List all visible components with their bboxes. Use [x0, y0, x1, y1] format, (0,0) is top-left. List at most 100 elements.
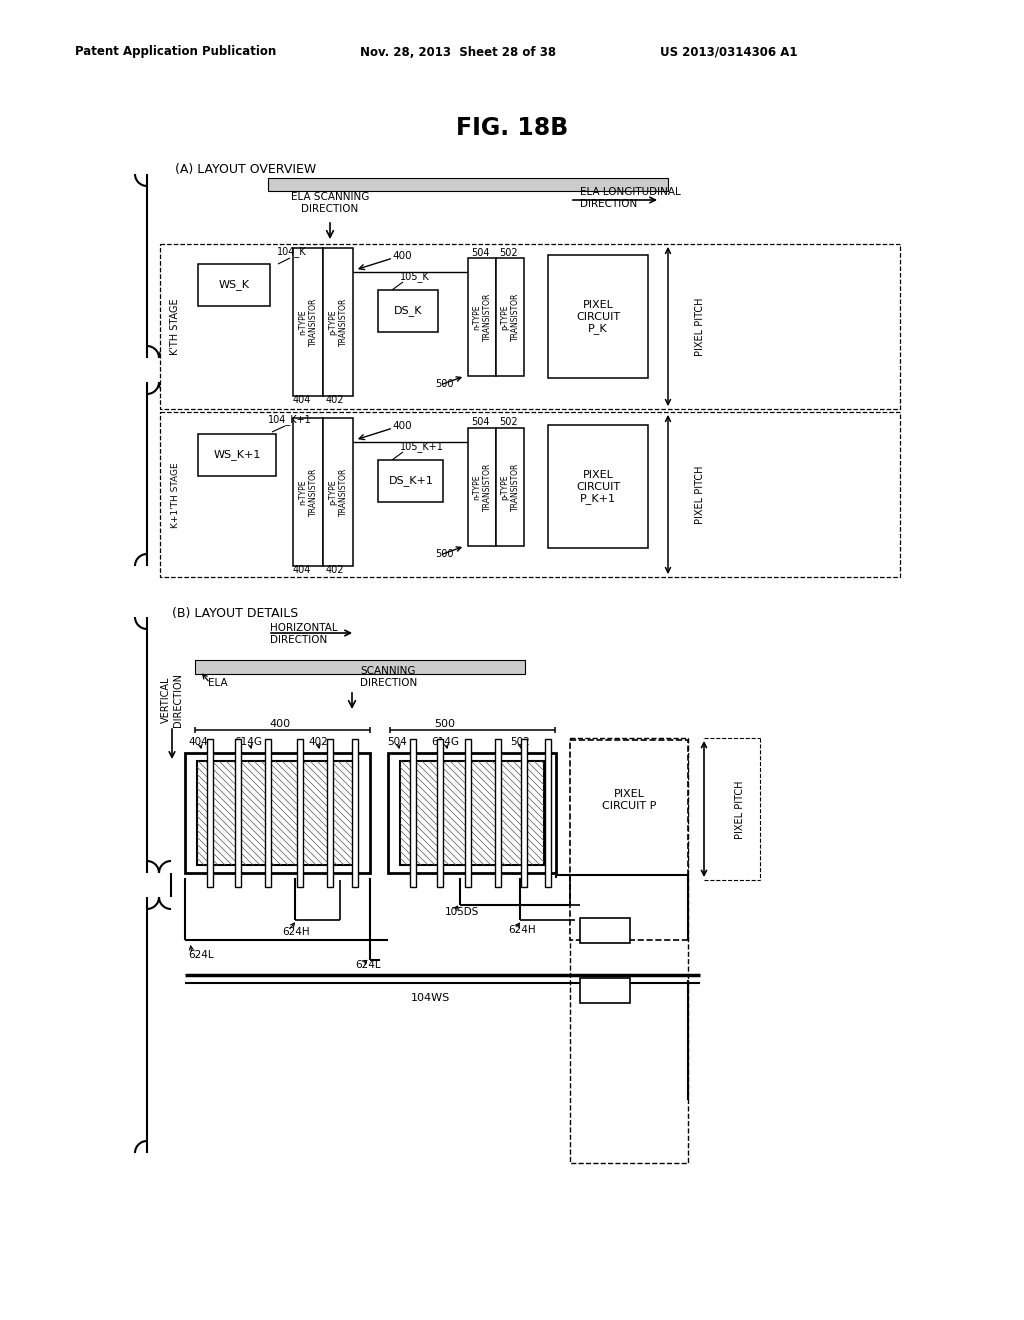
Text: 502: 502 [510, 737, 529, 747]
Text: (A) LAYOUT OVERVIEW: (A) LAYOUT OVERVIEW [175, 164, 316, 177]
Bar [496, 428, 524, 546]
Text: 500: 500 [435, 549, 454, 558]
Text: 402: 402 [326, 565, 344, 576]
Text: 402: 402 [326, 395, 344, 405]
Bar [410, 739, 416, 887]
Bar [198, 264, 270, 306]
Text: PIXEL
CIRCUIT
P_K+1: PIXEL CIRCUIT P_K+1 [575, 470, 621, 504]
Bar [570, 738, 688, 1163]
Text: Nov. 28, 2013  Sheet 28 of 38: Nov. 28, 2013 Sheet 28 of 38 [360, 45, 556, 58]
Text: 400: 400 [392, 421, 412, 432]
Text: 504: 504 [387, 737, 407, 747]
Bar [570, 741, 688, 940]
Text: 502: 502 [499, 248, 517, 257]
Bar [185, 752, 370, 873]
Text: SCANNING
DIRECTION: SCANNING DIRECTION [360, 667, 417, 688]
Bar [465, 739, 471, 887]
Bar [265, 739, 271, 887]
Bar [580, 917, 630, 942]
Bar [496, 257, 524, 376]
Text: PIXEL
CIRCUIT P: PIXEL CIRCUIT P [602, 789, 656, 810]
Text: 504: 504 [471, 417, 489, 426]
Bar [548, 255, 648, 378]
Bar [198, 434, 276, 477]
Text: Patent Application Publication: Patent Application Publication [75, 45, 276, 58]
Bar [195, 660, 525, 675]
Text: 500: 500 [435, 379, 454, 389]
Text: n-TYPE
TRANSISTOR: n-TYPE TRANSISTOR [472, 293, 492, 341]
Bar [495, 739, 501, 887]
Bar [268, 178, 668, 191]
Bar [468, 257, 496, 376]
Text: p-TYPE
TRANSISTOR: p-TYPE TRANSISTOR [501, 293, 520, 341]
Text: 402: 402 [308, 737, 328, 747]
Bar [207, 739, 213, 887]
Text: 500: 500 [434, 719, 456, 729]
Bar [548, 425, 648, 548]
Text: 504: 504 [471, 248, 489, 257]
Bar [400, 762, 544, 865]
Bar [160, 412, 900, 577]
Text: WS_K: WS_K [218, 280, 250, 290]
Text: n-TYPE
TRANSISTOR: n-TYPE TRANSISTOR [472, 463, 492, 511]
Bar [378, 290, 438, 333]
Text: 614G: 614G [234, 737, 262, 747]
Bar [327, 739, 333, 887]
Text: 105_K+1: 105_K+1 [400, 442, 443, 453]
Bar [580, 978, 630, 1003]
Text: 104_K+1: 104_K+1 [268, 414, 311, 425]
Bar [234, 739, 241, 887]
Text: PIXEL PITCH: PIXEL PITCH [695, 298, 705, 356]
Text: p-TYPE
TRANSISTOR: p-TYPE TRANSISTOR [501, 463, 520, 511]
Text: WS_K+1: WS_K+1 [213, 450, 261, 461]
Text: 624L: 624L [355, 960, 381, 970]
Bar [545, 739, 551, 887]
Text: 624H: 624H [508, 925, 536, 935]
Text: 404: 404 [293, 395, 311, 405]
Text: K'TH STAGE: K'TH STAGE [170, 298, 180, 355]
Text: 105_K: 105_K [400, 272, 430, 282]
Bar [378, 459, 443, 502]
Text: 404: 404 [188, 737, 208, 747]
Bar [297, 739, 303, 887]
Text: 400: 400 [269, 719, 291, 729]
Text: p-TYPE
TRANSISTOR: p-TYPE TRANSISTOR [329, 467, 348, 516]
Text: PIXEL PITCH: PIXEL PITCH [735, 780, 745, 840]
Bar [293, 418, 323, 566]
Text: p-TYPE
TRANSISTOR: p-TYPE TRANSISTOR [329, 298, 348, 346]
Text: 105DS: 105DS [445, 907, 479, 917]
Text: (B) LAYOUT DETAILS: (B) LAYOUT DETAILS [172, 606, 298, 619]
Text: PIXEL PITCH: PIXEL PITCH [695, 466, 705, 524]
Bar [437, 739, 443, 887]
Text: n-TYPE
TRANSISTOR: n-TYPE TRANSISTOR [298, 467, 317, 516]
Bar [468, 428, 496, 546]
Text: HORIZONTAL
DIRECTION: HORIZONTAL DIRECTION [270, 623, 338, 644]
Bar [293, 248, 323, 396]
Text: n-TYPE
TRANSISTOR: n-TYPE TRANSISTOR [298, 298, 317, 346]
Text: ELA: ELA [208, 678, 227, 688]
Bar [160, 244, 900, 409]
Bar [521, 739, 527, 887]
Bar [197, 762, 358, 865]
Text: VERTICAL
DIRECTION: VERTICAL DIRECTION [161, 673, 183, 727]
Text: 624H: 624H [282, 927, 309, 937]
Text: 404: 404 [293, 565, 311, 576]
Text: 502: 502 [499, 417, 517, 426]
Text: K+1'TH STAGE: K+1'TH STAGE [171, 462, 179, 528]
Text: ELA SCANNING
DIRECTION: ELA SCANNING DIRECTION [291, 193, 370, 214]
Bar [197, 762, 358, 865]
Text: FIG. 18B: FIG. 18B [456, 116, 568, 140]
Text: 614G: 614G [431, 737, 459, 747]
Bar [388, 752, 556, 873]
Bar [323, 418, 353, 566]
Bar [400, 762, 544, 865]
Text: 624L: 624L [188, 950, 214, 960]
Text: PIXEL
CIRCUIT
P_K: PIXEL CIRCUIT P_K [575, 300, 621, 334]
Text: 104_K: 104_K [278, 247, 306, 257]
Bar [352, 739, 358, 887]
Text: 104WS: 104WS [411, 993, 450, 1003]
Text: DS_K+1: DS_K+1 [388, 475, 433, 487]
Bar [323, 248, 353, 396]
Text: US 2013/0314306 A1: US 2013/0314306 A1 [660, 45, 798, 58]
Text: 400: 400 [392, 251, 412, 261]
